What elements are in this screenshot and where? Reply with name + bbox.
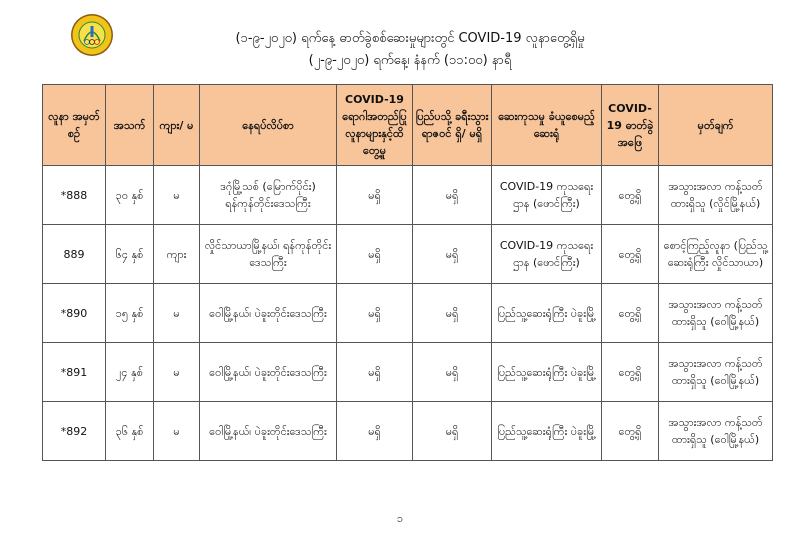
cell-travel-history: မရှိ — [412, 342, 492, 402]
document-title: (၁-၉-၂၀၂၀) ရက်နေ့ ဓာတ်ခွဲစစ်ဆေးမှုများတွ… — [235, 31, 585, 46]
cell-contact-history: မရှိ — [336, 283, 413, 343]
cell-test-result: တွေ့ရှိ — [601, 401, 659, 461]
cell-address: လှိုင်သာယာမြို့နယ်၊ ရန်ကုန်တိုင်းဒေသကြီး — [199, 224, 337, 284]
ministry-logo — [71, 14, 113, 56]
cell-test-result: တွေ့ရှိ — [601, 342, 659, 402]
cell-hospital: COVID-19 ကုသရေးဌာန (ဖောင်ကြီး) — [491, 165, 602, 225]
cell-contact-history: မရှိ — [336, 224, 413, 284]
column-header-remarks: မှတ်ချက် — [658, 84, 773, 166]
cell-remarks: စောင့်ကြည့်လူနာ (ပြည်သူ့ဆေးရုံကြီး လှိုင… — [658, 224, 773, 284]
cell-sex: မ — [153, 165, 200, 225]
cell-age: ၃၆ နှစ် — [105, 401, 154, 461]
cell-case-number: *888 — [42, 165, 106, 225]
table-row: 889 ၆၄ နှစ် ကျား လှိုင်သာယာမြို့နယ်၊ ရန်ကုန… — [42, 224, 773, 284]
cell-case-number: *892 — [42, 401, 106, 461]
cell-remarks: အသွားအလာ ကန့်သတ်ထားရှိသူ (ဝေါမြို့နယ်) — [658, 342, 773, 402]
cell-contact-history: မရှိ — [336, 342, 413, 402]
cell-test-result: တွေ့ရှိ — [601, 224, 659, 284]
table-row: *891 ၂၄ နှစ်မဝေါမြို့နယ်၊ ပဲခူးတိုင်းဒေသက… — [42, 342, 773, 402]
cell-sex: ကျား — [153, 224, 200, 284]
cell-age: ၁၅ နှစ် — [105, 283, 154, 343]
cell-sex: မ — [153, 283, 200, 343]
page-number: ၁ — [396, 512, 404, 525]
column-header-contact-history: COVID-19 ရောဂါအတည်ပြု လူနာများနှင့်ထိတွေ… — [336, 84, 413, 166]
cell-age: ၆၄ နှစ် — [105, 224, 154, 284]
cell-age: ၃၀ နှစ် — [105, 165, 154, 225]
cell-contact-history: မရှိ — [336, 401, 413, 461]
cell-address: ဒဂုံမြို့သစ် (မြောက်ပိုင်း) ရန်ကုန်တိုင်… — [199, 165, 337, 225]
cell-travel-history: မရှိ — [412, 283, 492, 343]
cell-hospital: ပြည်သူ့ဆေးရုံကြီး ပဲခူးမြို့ — [491, 342, 602, 402]
column-header-test-result: COVID-19 ဓာတ်ခွဲ အဖြေ — [601, 84, 659, 166]
table-header-row: လူနာ အမှတ်စဉ် အသက် ကျား/ မနေရပ်လိပ်စာ COVID… — [42, 84, 773, 166]
cell-travel-history: မရှိ — [412, 165, 492, 225]
column-header-sex: ကျား/ မ — [153, 84, 200, 166]
cell-address: ဝေါမြို့နယ်၊ ပဲခူးတိုင်းဒေသကြီး — [199, 342, 337, 402]
covid-cases-table: လူနာ အမှတ်စဉ် အသက် ကျား/ မနေရပ်လိပ်စာ COVID… — [42, 84, 773, 461]
cell-travel-history: မရှိ — [412, 401, 492, 461]
column-header-age: အသက် — [105, 84, 154, 166]
cell-case-number: *891 — [42, 342, 106, 402]
cell-hospital: COVID-19 ကုသရေးဌာန (ဖောင်ကြီး) — [491, 224, 602, 284]
column-header-address: နေရပ်လိပ်စာ — [199, 84, 337, 166]
cell-sex: မ — [153, 342, 200, 402]
cell-age: ၂၄ နှစ် — [105, 342, 154, 402]
table-row: *890 ၁၅ နှစ်မဝေါမြို့နယ်၊ ပဲခူးတိုင်းဒေသက… — [42, 283, 773, 343]
document-subtitle-date: (၂-၉-၂၀၂၀) ရက်နေ့၊ နံနက် (၁၁:၀၀) နာရီ — [308, 53, 512, 68]
column-header-hospital: ဆေးကုသမှု ခံယူစေမည့် ဆေးရုံ — [491, 84, 602, 166]
cell-case-number: 889 — [42, 224, 106, 284]
cell-hospital: ပြည်သူ့ဆေးရုံကြီး ပဲခူးမြို့ — [491, 283, 602, 343]
table-row: *892 ၃၆ နှစ်မဝေါမြို့နယ်၊ ပဲခူးတိုင်းဒေသက… — [42, 401, 773, 461]
cell-test-result: တွေ့ရှိ — [601, 283, 659, 343]
table-row: *888 ၃၀ နှစ်မဒဂုံမြို့သစ် (မြောက်ပိုင်း) … — [42, 165, 773, 225]
cell-address: ဝေါမြို့နယ်၊ ပဲခူးတိုင်းဒေသကြီး — [199, 283, 337, 343]
cell-travel-history: မရှိ — [412, 224, 492, 284]
cell-hospital: ပြည်သူ့ဆေးရုံကြီး ပဲခူးမြို့ — [491, 401, 602, 461]
cell-contact-history: မရှိ — [336, 165, 413, 225]
cell-sex: မ — [153, 401, 200, 461]
cell-remarks: အသွားအလာ ကန့်သတ်ထားရှိသူ (လှိုင်မြို့နယ်… — [658, 165, 773, 225]
cell-remarks: အသွားအလာ ကန့်သတ်ထားရှိသူ (ဝေါမြို့နယ်) — [658, 401, 773, 461]
column-header-travel-history: ပြည်ပသို့ ခရီးသွား ရာဇဝင် ရှိ/ မရှိ — [412, 84, 492, 166]
column-header-case-number: လူနာ အမှတ်စဉ် — [42, 84, 106, 166]
cell-remarks: အသွားအလာ ကန့်သတ်ထားရှိသူ (ဝေါမြို့နယ်) — [658, 283, 773, 343]
cell-case-number: *890 — [42, 283, 106, 343]
cell-address: ဝေါမြို့နယ်၊ ပဲခူးတိုင်းဒေသကြီး — [199, 401, 337, 461]
cell-test-result: တွေ့ရှိ — [601, 165, 659, 225]
